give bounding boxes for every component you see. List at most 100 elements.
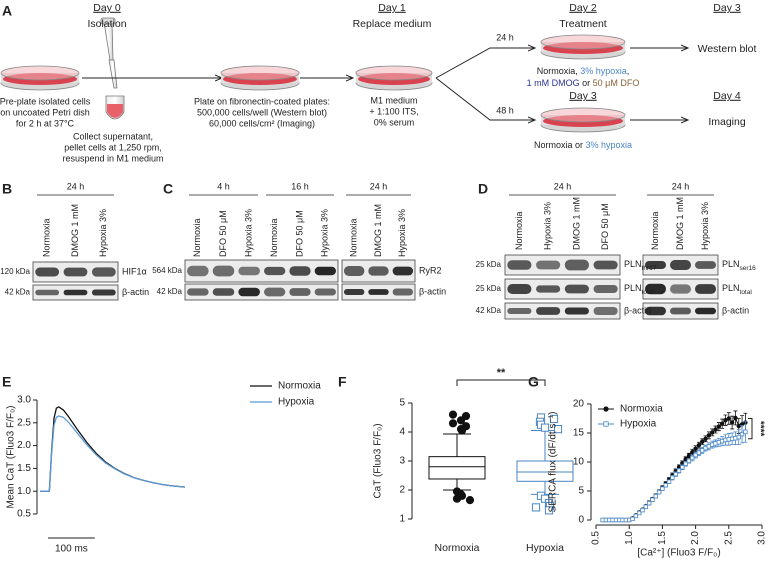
- band: [670, 284, 691, 294]
- marker: [726, 416, 731, 421]
- y-tick-label: 1.5: [17, 463, 31, 474]
- day-label: Day 1: [378, 2, 406, 14]
- day-label: Day 4: [713, 90, 741, 102]
- band: [238, 287, 260, 297]
- marker: [710, 430, 715, 435]
- band: [314, 266, 336, 276]
- arrows: [82, 48, 688, 120]
- y-tick-label: 3: [399, 456, 405, 467]
- treatment-text: Normoxia, 3% hypoxia,: [537, 66, 630, 76]
- band: [564, 284, 589, 294]
- marker: [636, 510, 642, 516]
- band: [392, 288, 414, 296]
- y-tick-label: 10: [573, 457, 585, 468]
- lane-label: Normoxia: [269, 218, 279, 257]
- readout: Western blot: [698, 43, 757, 55]
- band: [314, 288, 336, 296]
- blot-header: 24 h: [554, 181, 572, 191]
- band: [695, 307, 716, 315]
- band: [392, 266, 414, 276]
- petri-dish: [0, 65, 80, 91]
- marker: [465, 496, 475, 505]
- kda-label: 564 kDa: [152, 266, 182, 275]
- protein-name: PLN: [722, 283, 740, 293]
- blot-frame: [504, 254, 621, 276]
- day-title: Treatment: [559, 18, 607, 30]
- x-tick-label: Hypoxia: [526, 542, 564, 554]
- marker: [703, 436, 708, 441]
- band: [670, 307, 691, 315]
- band: [212, 265, 235, 277]
- petri-dish: [220, 65, 300, 91]
- lane-label: Normoxia: [42, 218, 52, 257]
- blot-frame: [184, 259, 339, 283]
- legend-label: Hypoxia: [278, 397, 315, 408]
- step-text: M1 medium: [370, 95, 417, 105]
- treatment-text: 1 mM DMOG or 50 μM DFO: [527, 78, 640, 88]
- marker: [723, 418, 728, 423]
- y-tick-label: 2.5: [17, 417, 31, 428]
- y-axis-title: CaT (Fluo3 F/F₀): [373, 423, 384, 498]
- y-tick-label: 3.0: [17, 395, 31, 406]
- lane-label: Hypoxia 3%: [98, 209, 108, 257]
- significance: **: [497, 367, 506, 379]
- lane-label: DMOG 1 mM: [571, 197, 581, 250]
- band: [63, 289, 88, 296]
- band: [91, 289, 116, 296]
- band: [212, 288, 235, 296]
- duration: 24 h: [496, 32, 514, 42]
- band: [264, 287, 286, 297]
- marker: [700, 448, 705, 453]
- band: [368, 266, 389, 276]
- day-label: Day 3: [569, 90, 597, 102]
- band: [536, 285, 561, 293]
- y-tick-label: 5: [578, 486, 584, 497]
- protein-label: PLNtotal: [722, 283, 752, 295]
- text-segment: 1 mM DMOG: [527, 78, 580, 88]
- band: [35, 267, 60, 277]
- marker: [603, 421, 609, 427]
- box: [428, 456, 486, 480]
- y-tick-label: 20: [573, 399, 585, 410]
- tube: [105, 95, 125, 120]
- marker: [693, 452, 698, 458]
- marker: [736, 423, 741, 429]
- y-axis-title: SERCA flux (dF/dt s⁻¹): [548, 412, 559, 513]
- marker: [713, 427, 718, 432]
- marker: [656, 489, 662, 495]
- marker: [696, 450, 702, 455]
- blot-header: 4 h: [217, 181, 230, 191]
- blot-frame: [504, 278, 621, 300]
- lane-label: Hypoxia 3%: [543, 202, 553, 250]
- duration: 48 h: [496, 105, 514, 115]
- marker: [448, 419, 458, 428]
- lane-label: DFO 50 μM: [600, 203, 610, 250]
- band: [564, 259, 589, 271]
- protein-subscript: total: [740, 289, 753, 296]
- marker: [706, 433, 712, 438]
- y-tick-label: 4: [399, 427, 405, 438]
- kda-label: 25 kDa: [476, 284, 502, 293]
- marker: [553, 425, 563, 434]
- marker: [686, 453, 692, 458]
- band: [343, 288, 365, 296]
- panel-label: E: [2, 374, 11, 390]
- significance: ****: [754, 421, 765, 437]
- marker: [670, 475, 675, 480]
- step-text: 500,000 cells/well (Western blot): [197, 107, 327, 117]
- band: [670, 260, 691, 270]
- lane-label: Hypoxia 3%: [397, 209, 407, 257]
- band: [507, 260, 532, 270]
- pipette: [100, 17, 118, 89]
- marker: [544, 506, 554, 515]
- marker: [643, 504, 648, 509]
- marker: [676, 468, 682, 473]
- marker: [549, 414, 559, 424]
- lane-label: Normoxia: [192, 218, 202, 257]
- step-text: 0% serum: [374, 117, 415, 127]
- blot-header: 24 h: [67, 181, 85, 191]
- lane-label: Hypoxia 3%: [320, 209, 330, 257]
- marker: [663, 482, 668, 488]
- x-tick-label: 1.5: [657, 531, 668, 545]
